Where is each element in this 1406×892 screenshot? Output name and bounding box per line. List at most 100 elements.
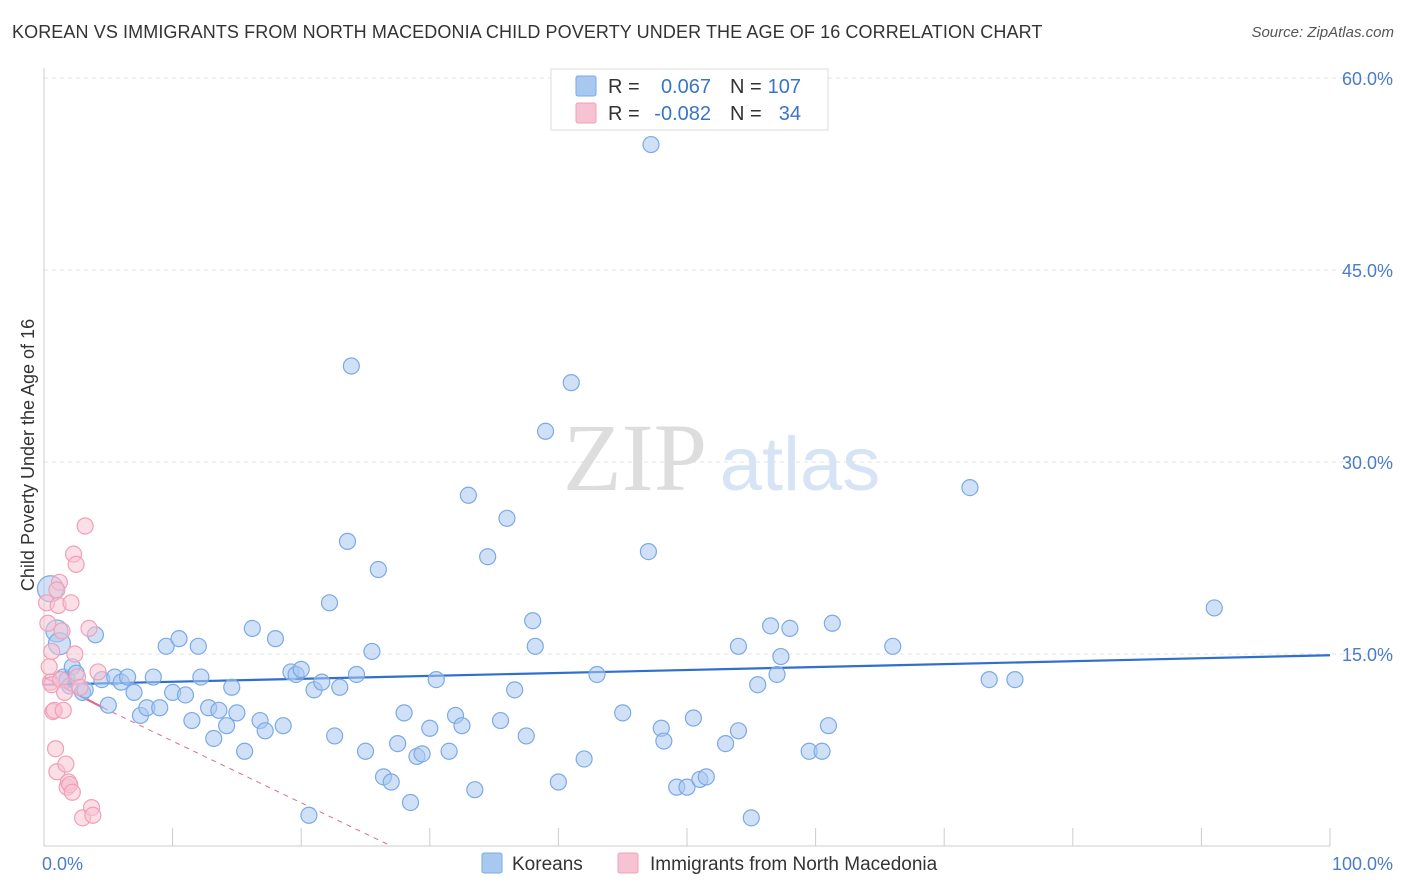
- korean-point-64: [440, 742, 458, 760]
- korean-point-80: [588, 665, 606, 684]
- korean-point-95: [749, 676, 767, 694]
- korean-point-54: [369, 560, 387, 579]
- korean-point-96: [761, 617, 780, 635]
- chart-title: KOREAN VS IMMIGRANTS FROM NORTH MACEDONI…: [12, 22, 1043, 42]
- y-axis-label: Child Poverty Under the Age of 16: [18, 319, 38, 591]
- macedonia-point-31: [89, 663, 107, 681]
- korean-point-39: [274, 717, 292, 735]
- korean-point-66: [453, 717, 471, 735]
- macedonia-point-13: [54, 701, 72, 719]
- korean-point-69: [479, 548, 497, 566]
- korean-point-97: [768, 665, 786, 684]
- macedonia-point-32: [48, 581, 66, 599]
- korean-point-63: [427, 670, 445, 689]
- legend-swatch-koreans: [575, 75, 597, 97]
- macedonia-point-2: [40, 658, 58, 676]
- macedonia-point-7: [46, 740, 65, 758]
- macedonia-point-22: [66, 645, 84, 663]
- macedonia-point-23: [67, 555, 85, 574]
- korean-trend-line: [43, 654, 1331, 686]
- x-tick-label-1: 100.0%: [1332, 854, 1393, 874]
- korean-point-30: [210, 701, 228, 719]
- korean-point-68: [466, 781, 484, 799]
- y-tick-label-2: 45.0%: [1342, 261, 1393, 281]
- y-tick-label-1: 30.0%: [1342, 453, 1393, 473]
- korean-point-20: [151, 699, 169, 717]
- series-legend-swatch-macedonia: [617, 852, 639, 874]
- korean-point-92: [729, 722, 748, 740]
- korean-point-27: [192, 668, 210, 686]
- korean-point-102: [819, 717, 838, 735]
- korean-point-16: [125, 683, 143, 702]
- korean-point-21: [157, 637, 175, 655]
- gridlines: [44, 77, 1395, 655]
- macedonia-point-12: [53, 622, 71, 640]
- korean-point-90: [697, 768, 715, 786]
- macedonia-point-27: [76, 517, 94, 535]
- legend-r-label-0: R =: [608, 76, 640, 98]
- korean-point-94: [742, 809, 760, 827]
- data-points: [36, 135, 1223, 827]
- korean-point-47: [326, 727, 344, 745]
- korean-point-48: [331, 678, 349, 696]
- korean-point-45: [313, 673, 331, 691]
- korean-point-93: [729, 637, 748, 655]
- korean-point-104: [884, 637, 902, 655]
- legend-r-label-1: R =: [608, 103, 640, 125]
- korean-point-42: [292, 660, 310, 678]
- korean-point-57: [389, 734, 407, 753]
- korean-point-34: [236, 742, 254, 760]
- korean-point-106: [980, 670, 998, 689]
- korean-point-105: [961, 479, 979, 497]
- korean-point-15: [118, 668, 137, 686]
- korean-point-32: [223, 678, 241, 696]
- series-legend-macedonia: Immigrants from North Macedonia: [650, 854, 938, 875]
- korean-point-19: [144, 668, 162, 686]
- y-tick-label-3: 60.0%: [1342, 69, 1393, 89]
- korean-point-107: [1006, 670, 1024, 689]
- korean-point-49: [338, 532, 357, 550]
- legend-r-value-1: -0.082: [654, 103, 711, 125]
- korean-point-67: [459, 486, 477, 504]
- korean-point-76: [536, 422, 555, 440]
- korean-point-58: [395, 704, 413, 722]
- macedonia-point-15: [57, 755, 75, 773]
- korean-point-25: [183, 711, 201, 730]
- chart-source: Source: ZipAtlas.com: [1251, 24, 1394, 41]
- korean-point-61: [413, 745, 431, 763]
- korean-point-82: [639, 542, 658, 561]
- korean-point-56: [382, 773, 400, 791]
- macedonia-point-19: [62, 594, 80, 612]
- korean-point-52: [356, 742, 375, 760]
- korean-point-50: [342, 357, 360, 375]
- axes: [43, 68, 1331, 847]
- korean-point-73: [517, 727, 535, 745]
- korean-point-103: [823, 614, 841, 632]
- korean-point-38: [266, 630, 285, 648]
- korean-point-99: [781, 619, 799, 638]
- korean-point-72: [506, 681, 524, 699]
- korean-point-37: [256, 722, 274, 740]
- korean-point-31: [218, 717, 236, 735]
- korean-point-83: [642, 135, 660, 154]
- macedonia-point-30: [84, 806, 102, 824]
- legend-n-value-1: 34: [779, 103, 801, 125]
- korean-point-35: [243, 619, 261, 638]
- korean-point-62: [421, 719, 439, 737]
- macedonia-point-1: [39, 614, 57, 632]
- korean-point-88: [684, 709, 703, 727]
- korean-point-101: [813, 742, 831, 760]
- korean-point-26: [189, 637, 207, 655]
- korean-point-75: [526, 637, 544, 655]
- watermark: ZIP atlas: [563, 404, 880, 511]
- korean-point-81: [614, 704, 632, 722]
- series-legend-koreans: Koreans: [512, 854, 583, 875]
- legend-n-label-1: N =: [730, 103, 762, 125]
- macedonia-point-33: [43, 642, 61, 661]
- macedonia-point-25: [71, 678, 89, 696]
- korean-point-29: [205, 729, 223, 748]
- macedonia-point-28: [80, 619, 98, 638]
- korean-point-70: [491, 711, 510, 730]
- korean-point-79: [575, 750, 593, 768]
